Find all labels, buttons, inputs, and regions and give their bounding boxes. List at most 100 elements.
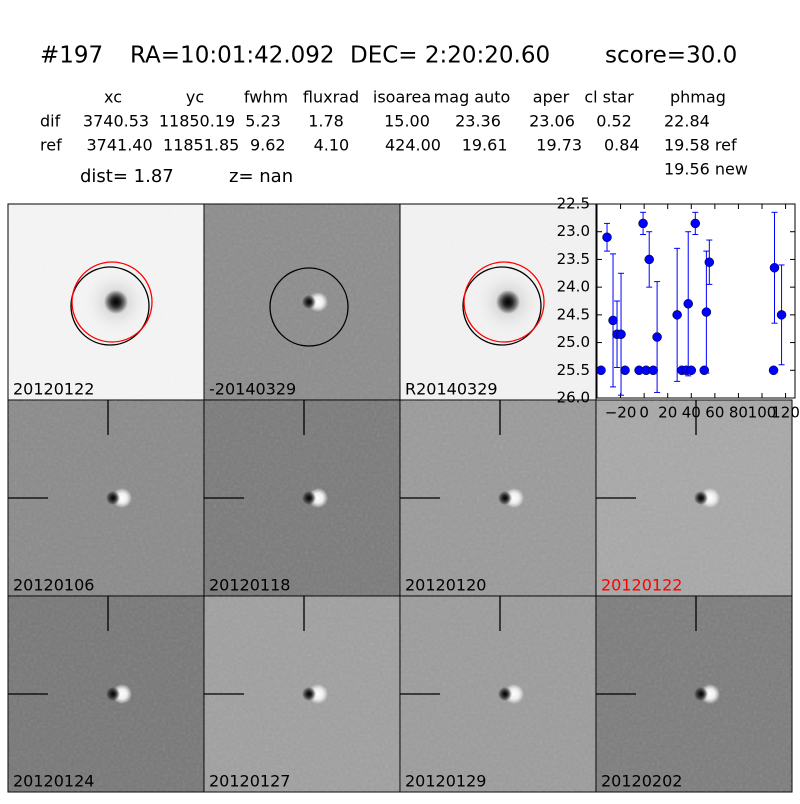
- source-negative: [302, 491, 316, 505]
- panel-label: 20120202: [601, 772, 682, 791]
- panel-label: 20120122: [601, 576, 682, 595]
- source-negative: [106, 491, 120, 505]
- table-cell: 19.61: [462, 136, 508, 155]
- source-negative: [106, 687, 120, 701]
- source: [104, 290, 128, 314]
- phmag-new: 19.56 new: [664, 160, 748, 179]
- panel-label: 20120106: [13, 576, 94, 595]
- source-negative: [302, 295, 316, 309]
- data-point: [683, 299, 693, 309]
- data-point: [644, 254, 654, 265]
- dist: dist= 1.87: [80, 166, 174, 187]
- table: xc yc fwhm fluxrad isoarea mag auto aper cl sta…: [40, 88, 737, 155]
- column-header: phmag: [670, 88, 726, 107]
- panels: 20120122 -20140329 R20140329 20120106 201201…: [7, 203, 793, 793]
- aperture: [70, 266, 150, 346]
- table-cell: 19.73: [536, 136, 582, 155]
- data-point: [616, 329, 626, 340]
- table-cell: 22.84: [664, 112, 710, 131]
- column-header: isoarea: [373, 88, 431, 107]
- source-negative: [302, 687, 316, 701]
- table-cell: 4.10: [314, 136, 350, 155]
- light-curve: 22.5 23.0 23.5 24.0 24.5 25.0 25.5 26.0 −20 0 20 40…: [557, 195, 800, 422]
- table-cell: 11850.19: [159, 112, 235, 131]
- source-negative: [498, 687, 512, 701]
- table-cell: 11851.85: [163, 136, 239, 155]
- panel-label: 20120122: [13, 380, 94, 399]
- table-cell: 9.62: [250, 136, 286, 155]
- table-cell: 5.23: [245, 112, 281, 131]
- panel-label: 20120124: [13, 772, 94, 791]
- panel-label: 20120127: [209, 772, 290, 791]
- data-point: [608, 315, 618, 326]
- row-label: dif: [40, 112, 61, 131]
- data-point: [638, 218, 648, 229]
- data-point: [690, 218, 701, 229]
- data-point: [596, 365, 606, 376]
- x-tick-label: −20: [605, 404, 637, 422]
- y-tick-label: 23.5: [557, 250, 590, 268]
- data-point: [776, 310, 787, 320]
- y-tick-label: 23.0: [557, 222, 590, 240]
- row-label: ref: [40, 136, 62, 155]
- y-tick-label: 22.5: [557, 195, 590, 213]
- panel-label: 20120120: [405, 576, 486, 595]
- redshift: z= nan: [229, 166, 293, 187]
- source-negative: [694, 491, 708, 505]
- x-tick-label: 60: [705, 404, 724, 422]
- aperture-ref: [463, 261, 545, 343]
- y-tick-label: 25.5: [557, 361, 590, 379]
- table-cell: 3740.53: [83, 112, 149, 131]
- data-point: [648, 365, 658, 376]
- table-cell: 424.00: [385, 136, 441, 155]
- x-tick-label: 0: [639, 404, 649, 422]
- data-point: [704, 257, 715, 267]
- y-tick-label: 24.5: [557, 305, 590, 323]
- score: score=30.0: [605, 43, 737, 69]
- y-tick-label: 24.0: [557, 278, 590, 296]
- source-negative: [694, 687, 708, 701]
- data-point: [701, 307, 712, 317]
- x-tick-label: 120: [771, 404, 800, 422]
- table-cell: 15.00: [384, 112, 430, 131]
- x-tick-label: 40: [682, 404, 701, 422]
- data-point: [769, 262, 780, 273]
- table-cell: 23.06: [529, 112, 575, 131]
- column-header: yc: [186, 88, 204, 107]
- y-tick-label: 25.0: [557, 333, 590, 351]
- table-cell: 0.84: [604, 136, 640, 155]
- aperture-ref: [71, 261, 153, 343]
- source-negative: [498, 491, 512, 505]
- panel-label: R20140329: [405, 380, 498, 399]
- column-header: aper: [533, 88, 570, 107]
- x-tick-label: 20: [658, 404, 677, 422]
- panel-label: 20120118: [209, 576, 290, 595]
- data-point: [602, 232, 612, 243]
- aperture: [462, 266, 542, 346]
- x-tick-label: 80: [729, 404, 748, 422]
- ra: RA=10:01:42.092: [130, 43, 335, 69]
- data-point: [652, 332, 662, 342]
- object-id: #197: [40, 43, 103, 69]
- dec: DEC= 2:20:20.60: [350, 43, 550, 69]
- table-cell: 23.36: [455, 112, 501, 131]
- aperture: [269, 267, 349, 347]
- source: [496, 290, 520, 314]
- data-point: [620, 365, 630, 376]
- plot-area: [596, 203, 796, 399]
- data-point: [686, 365, 697, 376]
- column-header: cl star: [584, 88, 634, 107]
- data-point: [672, 310, 682, 320]
- table-cell: 19.58 ref: [664, 136, 737, 155]
- panel-label: 20120129: [405, 772, 486, 791]
- data-point: [768, 365, 779, 376]
- column-header: fwhm: [244, 88, 288, 107]
- panel-label: -20140329: [209, 380, 296, 399]
- column-header: fluxrad: [303, 88, 359, 107]
- table-cell: 3741.40: [87, 136, 153, 155]
- y-tick-label: 26.0: [557, 389, 590, 407]
- column-header: xc: [104, 88, 122, 107]
- table-cell: 1.78: [308, 112, 344, 131]
- table-cell: 0.52: [596, 112, 632, 131]
